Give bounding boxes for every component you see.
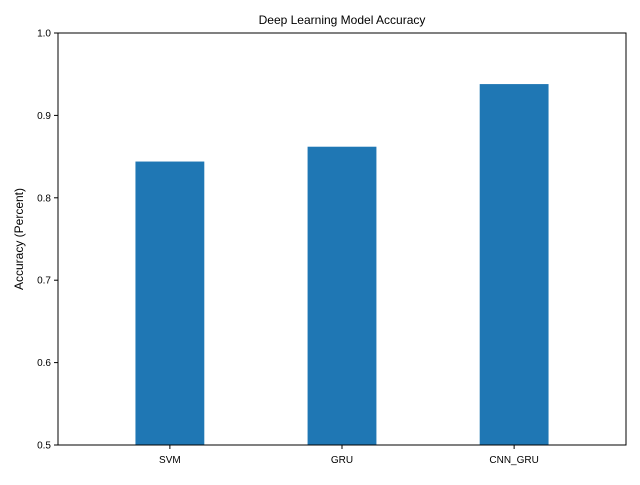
bars-layer [135, 84, 549, 445]
y-tick-label: 0.9 [37, 111, 51, 122]
x-tick-label: GRU [331, 455, 353, 466]
plot-frame [57, 32, 627, 446]
y-tick-label: 0.8 [37, 193, 51, 204]
chart-title: Deep Learning Model Accuracy [259, 13, 426, 27]
bar-svm [135, 161, 205, 445]
y-tick-label: 0.7 [37, 276, 51, 287]
x-ticks-layer: SVM GRU CNN_GRU [159, 445, 539, 466]
y-tick-label: 0.6 [37, 358, 51, 369]
y-tick-label: 0.5 [37, 441, 51, 452]
y-axis-label: Accuracy (Percent) [12, 188, 26, 290]
y-ticks-layer: 0.5 0.6 0.7 0.8 0.9 1.0 [37, 29, 58, 452]
bar-gru [307, 146, 377, 445]
x-tick-label: SVM [159, 455, 181, 466]
x-tick-label: CNN_GRU [489, 455, 538, 466]
y-tick-label: 1.0 [37, 29, 51, 40]
bar-cnn-gru [479, 84, 549, 445]
